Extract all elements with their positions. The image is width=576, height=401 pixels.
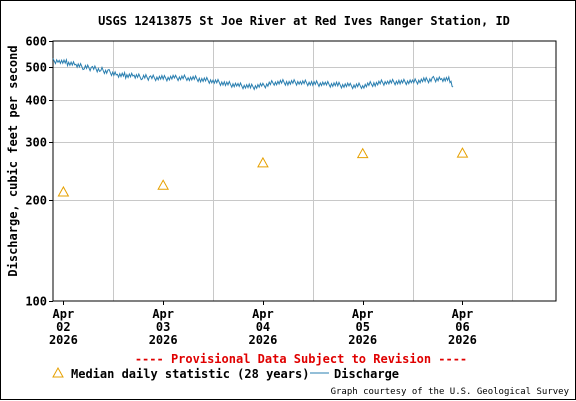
- graph-credit: Graph courtesy of the U.S. Geological Su…: [331, 387, 570, 397]
- x-tick-label: 06: [455, 320, 469, 334]
- y-axis-label: Discharge, cubic feet per second: [6, 45, 20, 276]
- plot-area-border: [52, 40, 557, 302]
- median-point: [257, 156, 269, 168]
- y-tick-label: 300: [25, 136, 47, 150]
- y-tick-label: 400: [25, 94, 47, 108]
- y-tick-label: 500: [25, 61, 47, 75]
- x-tick-label: 2026: [248, 333, 277, 347]
- x-tick-label: 04: [256, 320, 270, 334]
- x-axis-ticks: Apr022026Apr032026Apr042026Apr052026Apr0…: [49, 301, 477, 347]
- median-point: [57, 185, 70, 197]
- y-tick-label: 200: [25, 194, 47, 208]
- y-axis-ticks: 100 200 300 400 500 600: [25, 35, 53, 309]
- x-tick-label: 05: [355, 320, 369, 334]
- x-tick-label: 03: [156, 320, 170, 334]
- y-tick-label: 100: [25, 295, 47, 309]
- x-tick-label: Apr: [352, 307, 374, 321]
- x-tick-label: Apr: [152, 307, 174, 321]
- provisional-notice: ---- Provisional Data Subject to Revisio…: [135, 352, 467, 366]
- x-tick-label: 2026: [149, 333, 178, 347]
- y-tick-label: 600: [25, 35, 47, 49]
- x-tick-label: 2026: [448, 333, 477, 347]
- discharge-line: [52, 57, 454, 91]
- legend: Median daily statistic (28 years) Discha…: [52, 366, 399, 381]
- legend-median-marker: [52, 366, 64, 378]
- x-tick-label: 02: [56, 320, 70, 334]
- x-tick-label: Apr: [252, 307, 274, 321]
- median-point: [456, 147, 469, 158]
- grid-lines: [53, 41, 556, 301]
- data-series: [52, 57, 469, 197]
- legend-discharge-label: Discharge: [334, 367, 399, 381]
- chart-title: USGS 12413875 St Joe River at Red Ives R…: [98, 14, 510, 28]
- median-point: [356, 147, 369, 159]
- x-tick-label: 2026: [348, 333, 377, 347]
- legend-median-label: Median daily statistic (28 years): [71, 367, 309, 381]
- x-tick-label: Apr: [53, 307, 75, 321]
- median-point: [157, 179, 170, 190]
- x-tick-label: 2026: [49, 333, 78, 347]
- x-tick-label: Apr: [452, 307, 474, 321]
